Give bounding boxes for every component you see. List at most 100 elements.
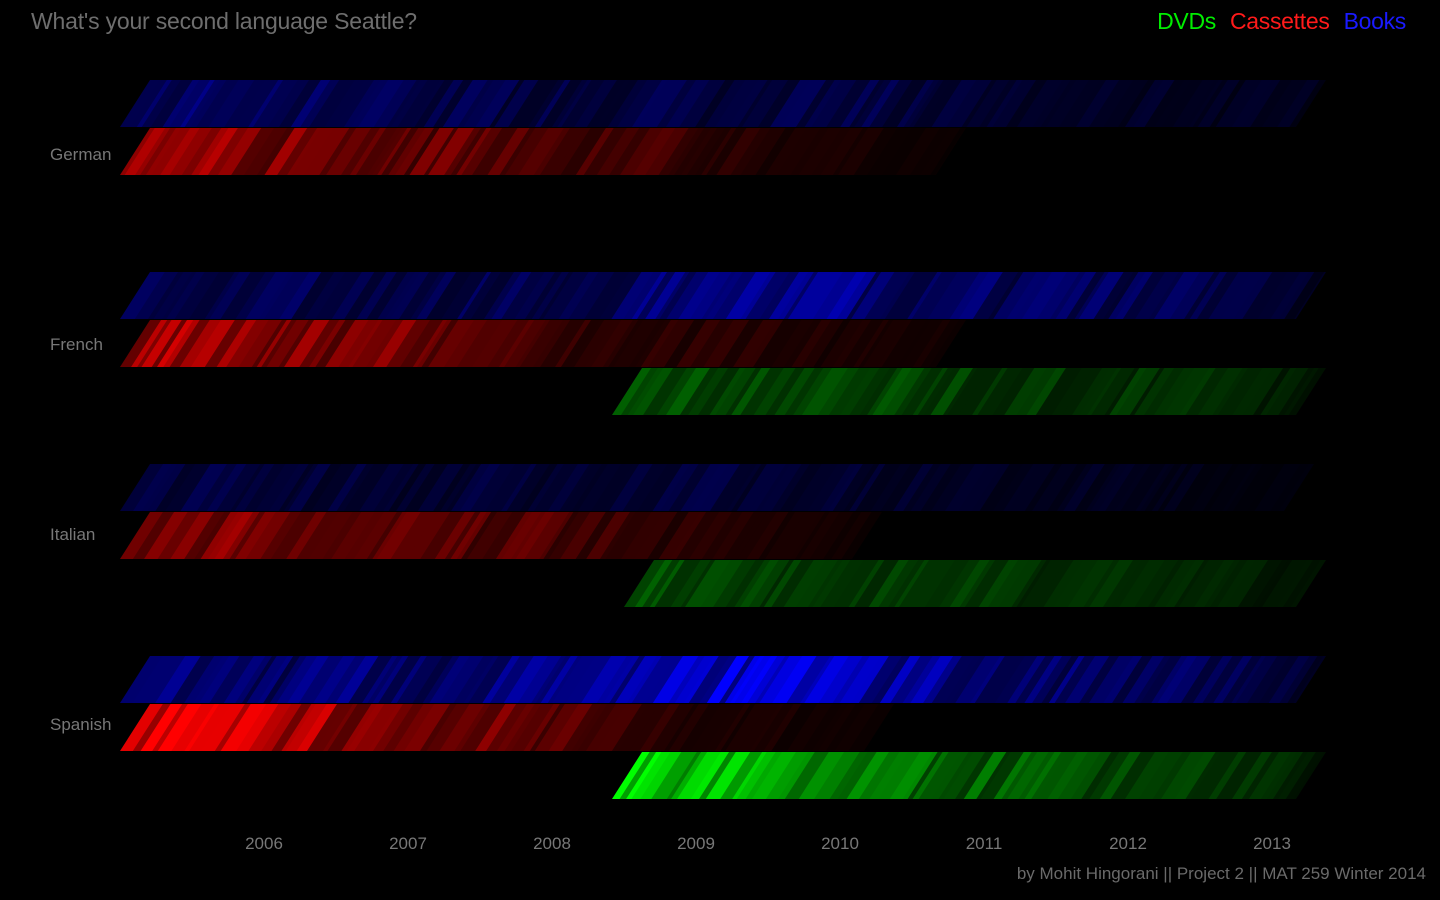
band-segment <box>584 320 622 367</box>
band-segment <box>1190 752 1235 799</box>
band-segment <box>208 80 255 127</box>
band-segment <box>1125 752 1170 799</box>
band-segment <box>120 704 164 751</box>
band-segment <box>912 368 949 415</box>
band-segment <box>190 320 236 367</box>
band-segment <box>534 704 580 751</box>
band-segment <box>632 80 668 127</box>
band-segment <box>621 368 659 415</box>
band-segment <box>534 80 572 127</box>
band-segment <box>811 704 849 751</box>
band-segment <box>190 80 227 127</box>
band-segment <box>1103 560 1143 607</box>
band-segment <box>1001 752 1038 799</box>
band-segment <box>823 512 862 559</box>
band-segment <box>1017 80 1064 127</box>
band-segment <box>372 512 408 559</box>
band-segment <box>390 272 430 319</box>
band-segment <box>1070 752 1112 799</box>
band-segment <box>1020 464 1056 511</box>
band-segment <box>924 560 970 607</box>
band-segment <box>1083 560 1120 607</box>
band-segment <box>1190 464 1234 511</box>
band-segment <box>216 464 261 511</box>
band-segment <box>472 128 519 175</box>
band-segment <box>1248 752 1292 799</box>
band-segment <box>399 272 442 319</box>
band-segment <box>1232 368 1274 415</box>
band-segment <box>423 80 464 127</box>
band-segment <box>923 656 963 703</box>
band-segment <box>565 656 612 703</box>
band-segment <box>529 704 566 751</box>
band-segment <box>341 128 381 175</box>
band-segment <box>264 272 310 319</box>
band-segment <box>846 272 882 319</box>
band-segment <box>666 272 709 319</box>
band-segment <box>120 464 164 511</box>
band-segment <box>809 512 854 559</box>
band-segment <box>148 272 185 319</box>
band-segment <box>453 656 495 703</box>
band-segment <box>1273 752 1309 799</box>
band-segment <box>1278 464 1314 511</box>
band-segment <box>591 464 634 511</box>
band-segment <box>313 656 357 703</box>
band-segment <box>726 464 762 511</box>
band-segment <box>540 320 586 367</box>
band-segment <box>1144 80 1185 127</box>
band-segment <box>882 128 927 175</box>
band-segment <box>612 752 651 799</box>
band-segment <box>880 464 924 511</box>
band-segment <box>1114 464 1152 511</box>
band-segment <box>501 272 546 319</box>
band-segment <box>543 512 580 559</box>
band-segment <box>162 272 197 319</box>
band-segment <box>204 320 248 367</box>
band-segment <box>929 320 966 367</box>
band-segment <box>132 656 177 703</box>
band-segment <box>373 704 414 751</box>
band-segment <box>902 656 941 703</box>
band-segment <box>628 320 666 367</box>
band-segment <box>645 128 690 175</box>
band-segment <box>977 368 1024 415</box>
band-segment <box>946 80 993 127</box>
band-segment <box>417 320 453 367</box>
band-segment <box>135 128 171 175</box>
band-segment <box>1174 752 1217 799</box>
band-segment <box>1070 80 1107 127</box>
band-segment <box>1266 752 1304 799</box>
band-segment <box>214 512 254 559</box>
band-segment <box>261 320 298 367</box>
band-segment <box>771 704 818 751</box>
band-segment <box>1163 464 1206 511</box>
band-segment <box>1111 560 1150 607</box>
band-segment <box>930 368 974 415</box>
band-segment <box>571 704 608 751</box>
band-segment <box>200 704 246 751</box>
band-segment <box>899 560 940 607</box>
band-segment <box>976 752 1012 799</box>
band-segment <box>1232 752 1273 799</box>
band-segment <box>217 128 262 175</box>
band-segment <box>308 512 354 559</box>
band-segment <box>441 272 488 319</box>
band-segment <box>679 80 726 127</box>
band-segment <box>660 464 700 511</box>
band-segment <box>245 272 290 319</box>
band-segment <box>523 704 561 751</box>
band-segment <box>705 272 744 319</box>
band-segment <box>920 320 960 367</box>
band-segment <box>854 560 900 607</box>
band-segment <box>730 656 765 703</box>
band-segment <box>223 656 266 703</box>
band-segment <box>539 128 585 175</box>
band-segment <box>1144 464 1183 511</box>
band-segment <box>596 656 635 703</box>
band-segment <box>889 752 934 799</box>
band-segment <box>278 320 315 367</box>
band-segment <box>356 272 398 319</box>
band-segment <box>1120 464 1166 511</box>
band-segment <box>600 80 639 127</box>
